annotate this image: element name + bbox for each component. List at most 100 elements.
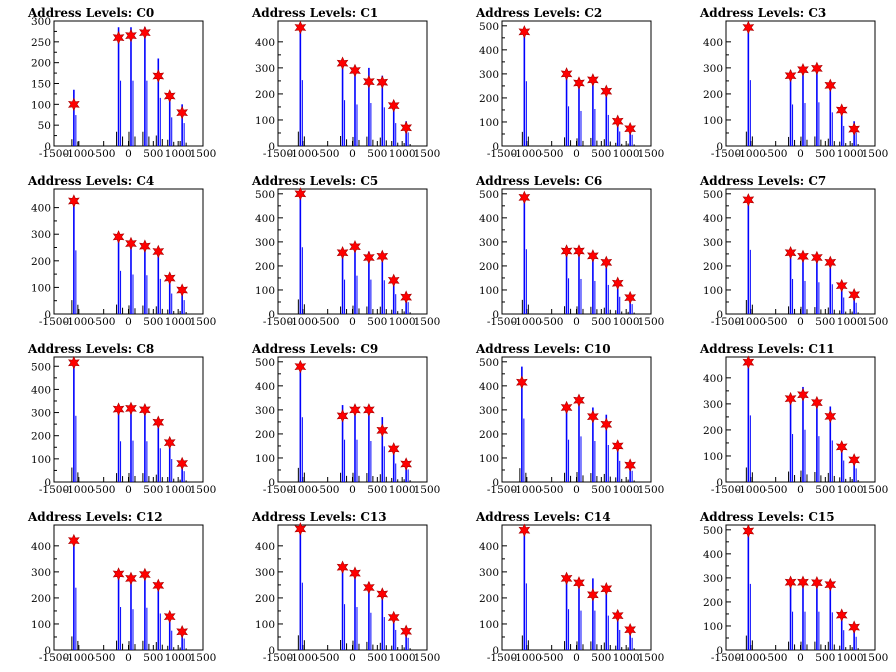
peak-marker <box>387 98 400 113</box>
peak-marker <box>611 276 624 290</box>
panel-title: Address Levels: C11 <box>699 342 835 356</box>
y-tick-label: 300 <box>479 69 499 81</box>
x-tick-label: 1000 <box>837 652 864 664</box>
peak-marker <box>518 25 531 39</box>
peak-marker <box>784 575 797 589</box>
peak-marker <box>835 278 848 293</box>
peak-marker <box>600 84 613 98</box>
peak-marker <box>349 239 361 254</box>
panel-3: Address Levels: C3 0 100 200 300 400 -1500-100… <box>699 6 888 160</box>
x-tick-label: 0 <box>573 316 580 328</box>
y-tick-label: 100 <box>31 454 51 466</box>
x-tick-label: -1000 <box>736 316 766 328</box>
peak-marker <box>125 236 137 251</box>
y-tick-label: 300 <box>479 567 499 579</box>
y-tick-label: 0 <box>44 645 51 657</box>
x-tick-label: -500 <box>540 316 564 328</box>
y-tick-label: 200 <box>31 58 51 70</box>
x-tick-label: -1000 <box>288 148 318 160</box>
y-tick-label: 300 <box>479 405 499 417</box>
x-tick-label: 1500 <box>190 652 217 664</box>
peak-marker <box>363 403 375 417</box>
y-tick-label: 500 <box>479 189 499 201</box>
y-tick-label: 100 <box>255 115 275 127</box>
peak-marker <box>163 271 176 285</box>
x-tick-label: -500 <box>92 652 116 664</box>
y-tick-label: 300 <box>31 567 51 579</box>
peak-marker <box>835 440 848 454</box>
peak-marker <box>349 566 361 580</box>
peak-marker <box>560 244 573 258</box>
x-tick-label: -500 <box>92 484 116 496</box>
y-tick-label: 300 <box>703 63 723 75</box>
peak-marker <box>573 76 585 90</box>
peak-marker <box>112 402 125 416</box>
y-tick-label: 300 <box>31 16 51 28</box>
peak-marker <box>516 375 528 389</box>
x-tick-label: -1500 <box>711 484 741 496</box>
x-tick-label: 500 <box>143 316 163 328</box>
x-tick-label: -1500 <box>39 148 69 160</box>
panel-12: Address Levels: C12 0 100 200 300 400 -1500-10… <box>27 510 216 664</box>
peak-marker <box>784 391 797 406</box>
y-tick-label: 100 <box>479 117 499 129</box>
panel-title: Address Levels: C1 <box>251 6 378 20</box>
panel-title: Address Levels: C7 <box>699 174 826 188</box>
y-tick-label: 100 <box>479 619 499 631</box>
x-tick-label: -1500 <box>487 652 517 664</box>
peak-marker <box>294 359 307 374</box>
y-tick-label: 100 <box>479 453 499 465</box>
peak-marker <box>784 68 797 83</box>
y-tick-label: 300 <box>255 567 275 579</box>
x-tick-label: -500 <box>316 484 340 496</box>
y-tick-label: 300 <box>255 237 275 249</box>
x-tick-label: 0 <box>797 484 804 496</box>
peak-marker <box>349 63 361 78</box>
panel-8: Address Levels: C80100200300400500-1500-… <box>27 342 216 496</box>
x-tick-label: -1000 <box>64 652 94 664</box>
peak-marker <box>336 560 349 574</box>
y-tick-label: 200 <box>703 425 723 437</box>
y-tick-label: 0 <box>44 309 51 321</box>
x-tick-label: 1000 <box>837 148 864 160</box>
x-tick-label: -1500 <box>39 484 69 496</box>
panel-title: Address Levels: C10 <box>475 342 611 356</box>
y-tick-label: 100 <box>31 99 51 111</box>
peak-marker <box>68 194 80 208</box>
peak-marker <box>811 575 823 590</box>
y-tick-label: 100 <box>703 621 723 633</box>
panel-0: Address Levels: C0 0 50 100 150 200 250 300 -150… <box>27 6 216 160</box>
x-tick-label: 0 <box>349 652 356 664</box>
x-tick-label: -1500 <box>711 316 741 328</box>
x-tick-label: 1000 <box>613 652 640 664</box>
peak-marker <box>139 567 151 582</box>
peak-marker <box>587 588 599 602</box>
x-tick-label: 1000 <box>837 484 864 496</box>
peak-marker <box>176 105 188 120</box>
peak-marker <box>125 28 137 43</box>
peak-marker <box>518 190 531 205</box>
x-tick-label: -1500 <box>39 652 69 664</box>
y-tick-label: 400 <box>479 541 499 553</box>
x-tick-label: -500 <box>540 148 564 160</box>
panel-title: Address Levels: C13 <box>251 510 387 524</box>
y-tick-label: 400 <box>479 213 499 225</box>
x-tick-label: 1000 <box>389 148 416 160</box>
y-tick-label: 0 <box>268 309 275 321</box>
x-tick-label: -1500 <box>711 148 741 160</box>
x-tick-label: -500 <box>92 316 116 328</box>
peak-marker <box>600 582 613 596</box>
peak-marker <box>163 435 176 450</box>
peak-marker <box>363 580 375 595</box>
peak-marker <box>376 249 389 264</box>
y-tick-label: 100 <box>255 285 275 297</box>
peak-marker <box>611 439 624 453</box>
x-tick-label: 1500 <box>638 484 665 496</box>
x-tick-label: 1500 <box>190 148 217 160</box>
x-tick-label: -1000 <box>736 148 766 160</box>
panel-2: Address Levels: C20100200300400500-1500-… <box>475 6 664 160</box>
peak-marker <box>560 67 573 81</box>
peak-marker <box>139 403 151 417</box>
x-tick-label: 500 <box>815 484 835 496</box>
x-tick-label: 1000 <box>613 148 640 160</box>
